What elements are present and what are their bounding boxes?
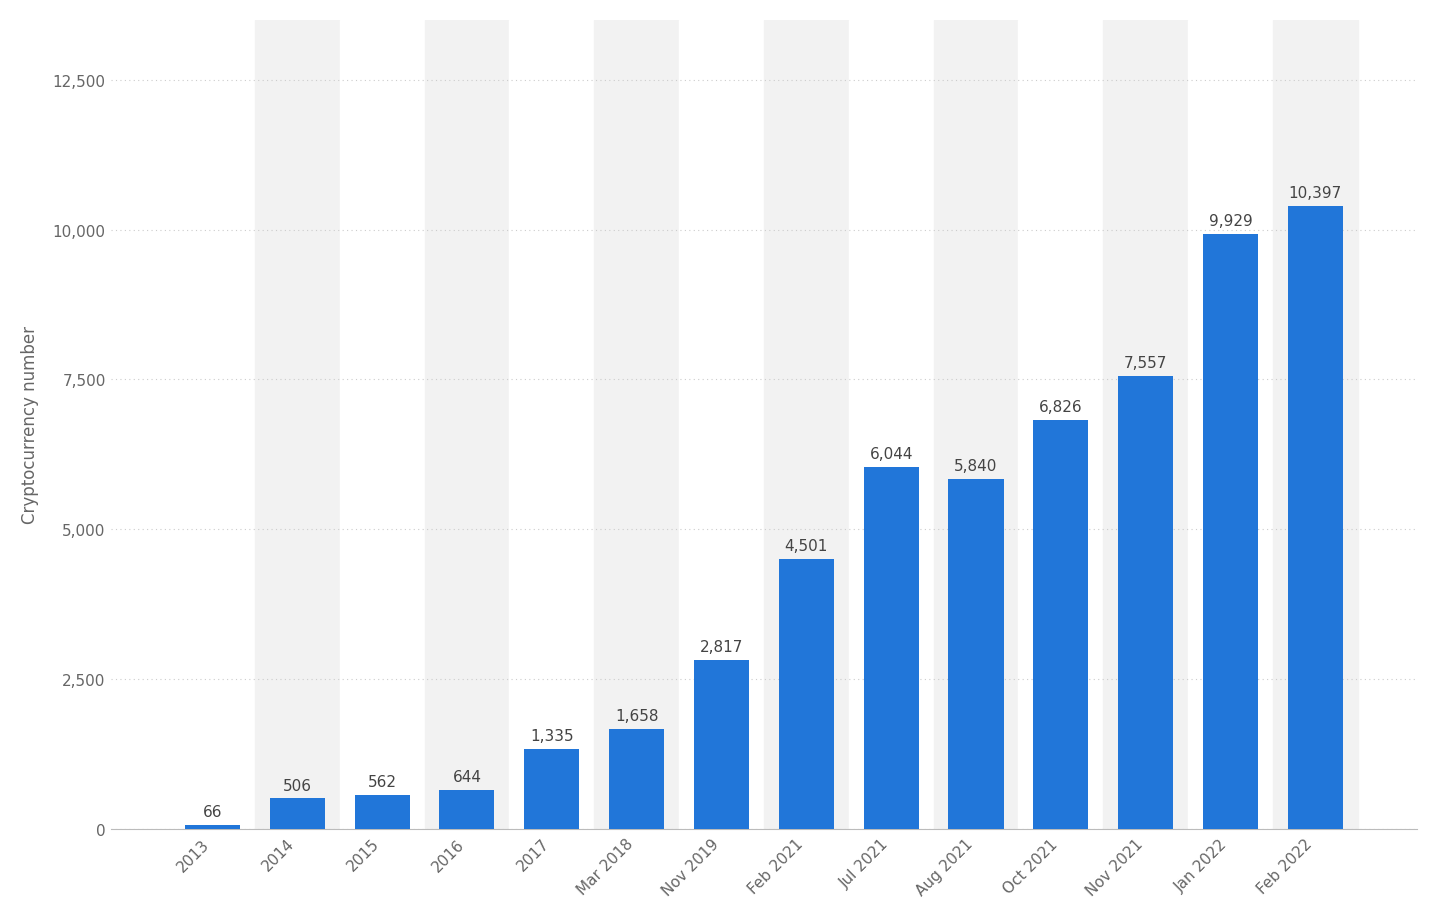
Bar [1288,207,1343,829]
Bar [1204,234,1258,829]
Bar [440,790,495,829]
Bar [1188,21,1273,829]
Bar [1119,377,1173,829]
Y-axis label: Cryptocurrency number: Cryptocurrency number [20,326,39,524]
Bar [355,795,410,829]
Bar [679,21,764,829]
Bar [186,825,240,829]
Bar [170,21,255,829]
Bar [509,21,594,829]
Text: 4,501: 4,501 [785,539,828,553]
Bar [779,560,834,829]
Bar [1018,21,1103,829]
Text: 506: 506 [283,777,312,793]
Bar [848,21,933,829]
Bar [255,21,339,829]
Bar [610,730,664,829]
Text: 66: 66 [203,804,221,819]
Bar [1273,21,1357,829]
Text: 6,826: 6,826 [1040,400,1083,414]
Bar [424,21,509,829]
Bar [695,660,749,829]
Text: 1,335: 1,335 [531,728,574,743]
Bar [764,21,848,829]
Bar [270,799,325,829]
Bar [339,21,424,829]
Bar [949,480,1004,829]
Text: 6,044: 6,044 [870,446,913,461]
Bar [1103,21,1188,829]
Bar [594,21,679,829]
Text: 2,817: 2,817 [700,640,743,654]
Bar [525,749,580,829]
Text: 9,929: 9,929 [1208,213,1252,229]
Bar [864,467,919,829]
Text: 562: 562 [368,775,397,789]
Bar [933,21,1018,829]
Text: 5,840: 5,840 [955,459,998,473]
Text: 7,557: 7,557 [1125,356,1168,370]
Text: 1,658: 1,658 [615,709,659,723]
Text: 10,397: 10,397 [1288,186,1342,200]
Text: 644: 644 [453,769,482,785]
Bar [1034,420,1089,829]
